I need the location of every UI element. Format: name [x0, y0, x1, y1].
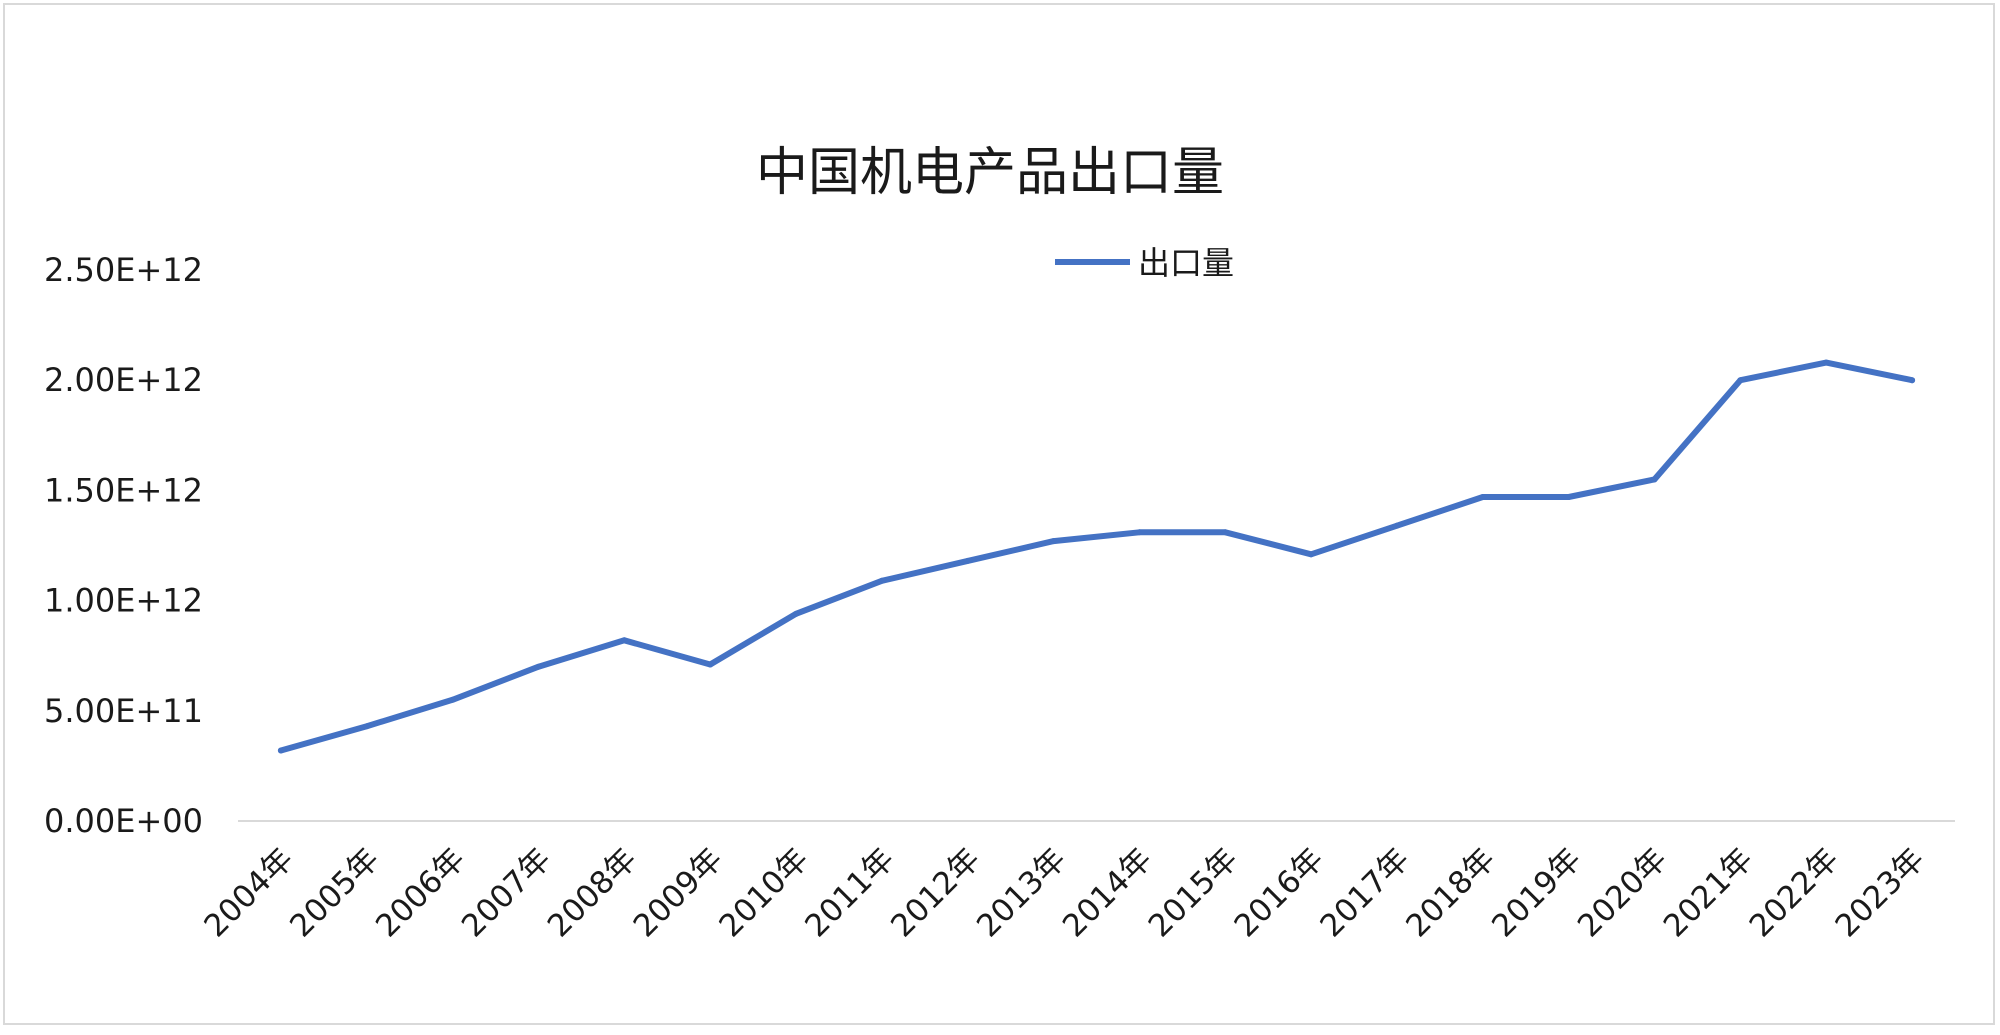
y-tick-label: 5.00E+11 [44, 692, 203, 730]
y-tick-label: 1.50E+12 [44, 471, 203, 509]
y-tick-label: 1.00E+12 [44, 582, 203, 620]
data-point [1393, 522, 1400, 529]
legend-label: 出口量 [1138, 244, 1234, 282]
data-point [1479, 494, 1486, 501]
chart-border [3, 3, 1995, 1025]
data-point [363, 723, 370, 730]
data-point [1222, 529, 1229, 536]
data-point [277, 747, 284, 754]
y-tick-label: 2.00E+12 [44, 361, 203, 399]
data-point [1823, 359, 1830, 366]
series-layer [277, 359, 1916, 754]
chart-title: 中国机电产品出口量 [756, 143, 1224, 203]
data-point [707, 661, 714, 668]
series-line [277, 359, 1916, 754]
data-point [793, 610, 800, 617]
data-point [1136, 529, 1143, 536]
y-tick-label: 2.50E+12 [44, 251, 203, 289]
y-axis: 0.00E+00 5.00E+11 1.00E+12 1.50E+12 2.00E+12… [44, 251, 203, 840]
data-point [449, 696, 456, 703]
legend: 出口量 [1055, 244, 1234, 282]
data-point [1308, 551, 1315, 558]
data-point [1651, 476, 1658, 483]
data-point [621, 637, 628, 644]
data-point [878, 577, 885, 584]
data-point [1737, 377, 1744, 384]
data-point [964, 557, 971, 564]
data-point [1909, 377, 1916, 384]
data-point [535, 663, 542, 670]
data-point [1565, 494, 1572, 501]
data-point [1050, 538, 1057, 545]
y-tick-label: 0.00E+00 [44, 802, 203, 840]
